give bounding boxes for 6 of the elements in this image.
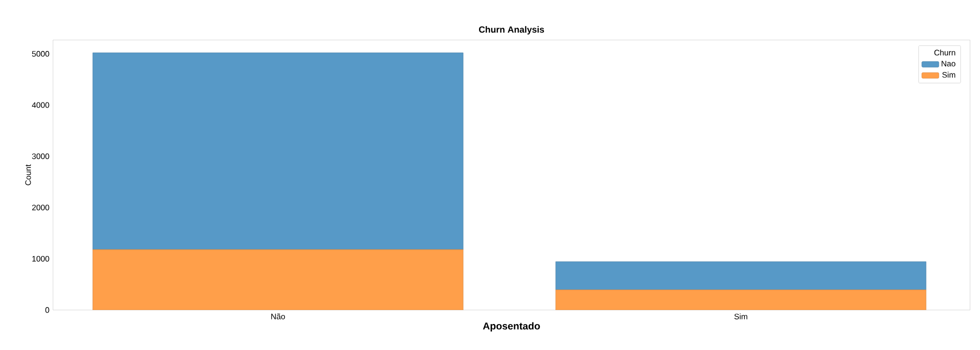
bar <box>92 249 464 310</box>
chart-title: Churn Analysis <box>479 26 544 34</box>
bar <box>92 52 464 250</box>
bar <box>556 261 926 290</box>
x-axis-title: Aposentado <box>482 322 540 332</box>
bar <box>556 290 926 310</box>
